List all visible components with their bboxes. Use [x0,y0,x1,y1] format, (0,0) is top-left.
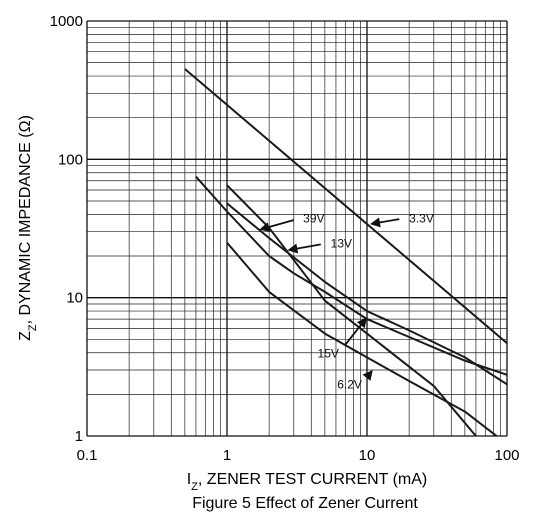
annotation-arrow-13v [293,243,321,251]
annotation-label-13v: 13V [331,237,352,251]
annotation-arrow-39v [264,219,294,229]
y-axis-label: ZZ, DYNAMIC IMPEDANCE (Ω) [17,115,39,341]
series-line-15v [226,202,507,386]
x-tick-label: 1 [223,447,231,464]
y-tick-label: 1 [75,428,83,445]
x-tick-label: 0.1 [77,447,98,464]
tick-labels: 0.1 1 10 100 1 10 100 1000 [50,13,520,464]
series-lines [184,68,507,436]
y-tick-label: 1000 [50,13,83,30]
x-axis-label: IZ, ZENER TEST CURRENT (mA) [187,471,428,493]
annotation-arrowhead-39v [259,222,271,232]
annotation-arrowhead-3-3v [370,217,381,228]
annotation-arrowhead-13v [287,243,299,254]
annotation-label-15v: 15V [318,347,339,361]
series-line-3-3v [184,68,507,345]
y-tick-label: 100 [58,151,83,168]
x-tick-label: 100 [494,447,519,464]
annotation-arrow-15v [344,321,364,346]
annotation-label-6-2v: 6.2V [337,377,362,391]
grid [86,20,508,437]
annotations: 3.3V 39V 13V 15V 6.2V [259,211,434,391]
annotation-label-3-3v: 3.3V [409,211,434,225]
annotation-arrowhead-15v [356,317,367,329]
annotation-arrowhead-6-2v [362,370,373,381]
chart-caption: Figure 5 Effect of Zener Current [192,495,418,512]
y-tick-label: 10 [66,290,83,307]
series-line-6-2v [226,241,499,436]
annotation-label-39v: 39V [303,211,324,225]
series-line-39v [226,184,477,436]
x-tick-label: 10 [359,447,376,464]
series-line-13v [195,175,507,376]
